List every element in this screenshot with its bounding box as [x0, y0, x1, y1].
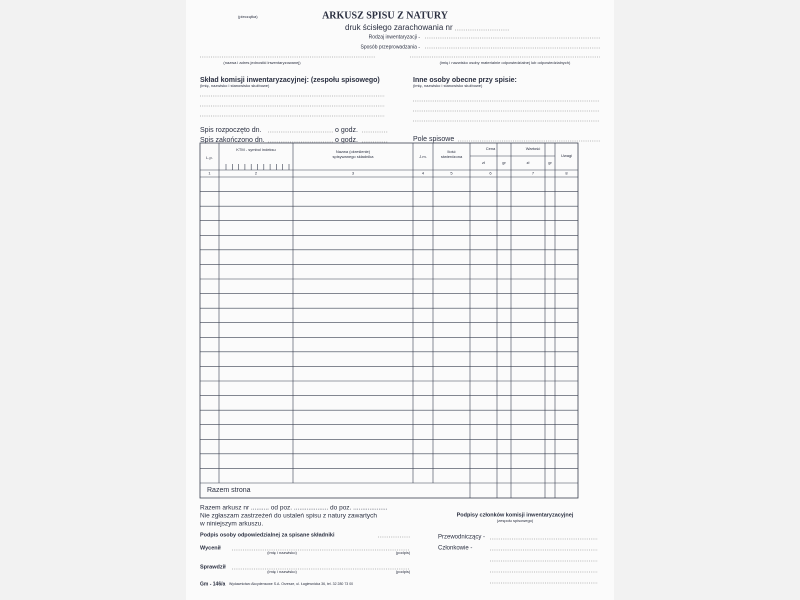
- paper: [186, 0, 614, 600]
- column-header: Ilość: [447, 149, 455, 154]
- column-header: zł: [482, 160, 485, 165]
- column-number: 6: [489, 171, 492, 176]
- column-header: KTM - symbol indeksu: [236, 147, 276, 152]
- label: Pole spisowe: [413, 136, 454, 143]
- label: Sposób przeprowadzania -: [361, 44, 421, 50]
- column-number: 3: [352, 171, 355, 176]
- label: Spis rozpoczęto dn.: [200, 127, 262, 134]
- label: Wycenił: [200, 545, 221, 551]
- table-frame: [199, 142, 579, 499]
- section-title: Skład komisji inwentaryzacyjnej: (zespoł…: [200, 77, 380, 84]
- column-header: Nazwa (określenie): [336, 149, 371, 154]
- label: Spis zakończono dn.: [200, 137, 265, 144]
- column-header: J.m.: [419, 154, 427, 159]
- column-header: gr: [502, 160, 506, 165]
- caption: (imię i nazwisko osoby materialnie odpow…: [440, 60, 571, 65]
- label: Przewodniczący -: [438, 535, 485, 541]
- column-header: L.p.: [206, 155, 213, 160]
- column-header: gr: [548, 160, 552, 165]
- total-label: Razem strona: [207, 487, 251, 494]
- column-header: Uwagi: [561, 153, 572, 158]
- label: Członkowie -: [438, 546, 472, 552]
- form-code: Gm - 146/a: [200, 581, 226, 587]
- label: o godz.: [335, 127, 358, 134]
- column-header: spisywanego składnika: [333, 154, 375, 159]
- column-number: 4: [422, 171, 425, 176]
- caption: (imię i nazwisko): [267, 569, 297, 574]
- caption: (nazwa i adres jednostki inwentaryzowane…: [223, 60, 301, 65]
- column-number: 2: [255, 171, 258, 176]
- publisher: Wydawnictwo Akcydensowe S.A. Orzesze, ul…: [229, 582, 353, 586]
- caption: (podpis): [396, 569, 411, 574]
- caption: (imię, nazwisko i stanowisko służbowe): [200, 83, 270, 88]
- label: w niniejszym arkuszu.: [199, 521, 263, 528]
- caption: (podpis): [396, 550, 411, 555]
- stamp: (pieczątka): [238, 14, 258, 19]
- caption: (imię i nazwisko): [267, 550, 297, 555]
- column-header: stwierdzona: [441, 154, 463, 159]
- column-number: 5: [450, 171, 453, 176]
- column-number: 7: [532, 171, 535, 176]
- section-title: Inne osoby obecne przy spisie:: [413, 77, 517, 84]
- column-header: Cena: [486, 146, 496, 151]
- caption: (imię, nazwisko i stanowisko służbowe): [413, 83, 483, 88]
- column-header: zł: [527, 160, 530, 165]
- label: Rodzaj inwentaryzacji -: [369, 34, 421, 40]
- label: Sprawdził: [200, 564, 226, 570]
- label: o godz.: [335, 137, 358, 144]
- title: ARKUSZ SPISU Z NATURY: [322, 10, 449, 21]
- label: Nie zgłaszam zastrzeżeń do ustaleń spisu…: [200, 513, 377, 520]
- label: Podpisy członków komisji inwentaryzacyjn…: [457, 512, 574, 518]
- subtitle: druk ścisłego zarachowania nr: [345, 23, 453, 32]
- label: Podpis osoby odpowiedzialnej za spisane …: [200, 532, 335, 538]
- label: Razem arkusz nr .......... od poz. .....…: [200, 505, 388, 512]
- column-number: 1: [208, 171, 211, 176]
- column-number: 8: [565, 171, 568, 176]
- caption: (zespołu spisowego): [497, 518, 534, 523]
- column-header: Wartość: [526, 146, 541, 151]
